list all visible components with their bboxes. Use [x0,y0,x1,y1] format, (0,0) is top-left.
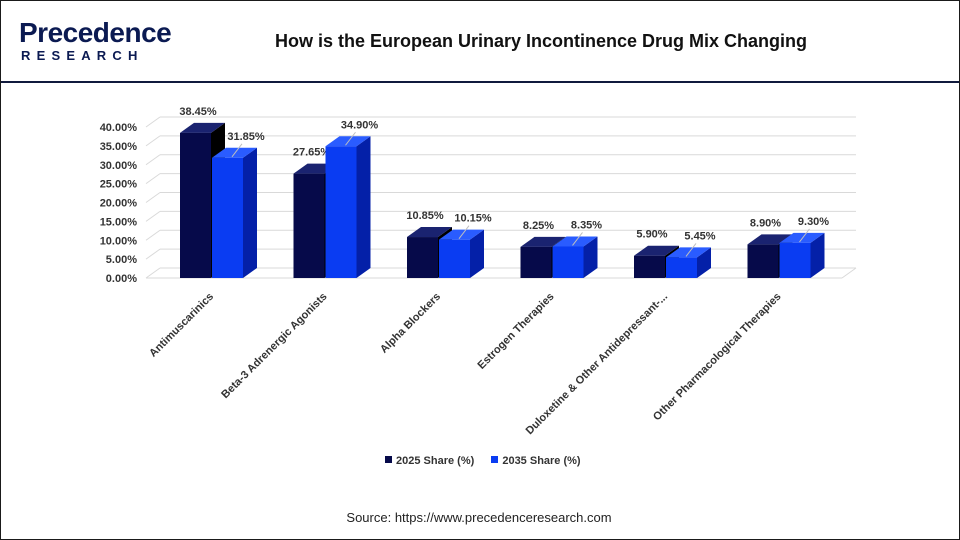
y-tick-label: 40.00% [100,122,138,134]
bar-top [180,122,225,133]
y-tick-label: 20.00% [100,198,138,210]
x-tick-label: Antimuscarinics [147,291,216,360]
bar [634,255,665,278]
data-label: 9.30% [798,216,829,228]
bar-side [697,247,711,278]
y-tick-label: 15.00% [100,216,138,228]
data-label: 8.90% [750,217,781,229]
x-tick-label: Duloxetine & Other Antidepressant-... [524,291,671,438]
gridline-depth [145,267,161,279]
data-label: 10.85% [406,210,444,222]
y-tick-label: 5.00% [106,254,137,266]
data-label-leader [345,131,356,146]
y-tick-label: 25.00% [100,179,138,191]
data-label: 5.45% [684,230,715,242]
y-tick-label: 30.00% [100,160,138,172]
data-label: 34.90% [341,119,379,131]
legend-item-2035: 2035 Share (%) [491,455,581,467]
bar-top [634,245,679,256]
gridline-depth [145,154,161,166]
y-tick-label: 10.00% [100,235,138,247]
chart-title: How is the European Urinary Incontinence… [274,31,808,51]
x-tick-label: Other Pharmacological Therapies [651,291,784,424]
data-label-leader [572,232,583,246]
source-note: Source: https://www.precedenceresearch.c… [346,510,612,525]
legend-label-2025: 2025 Share (%) [396,455,475,467]
bar [552,246,584,278]
data-label-leader [458,225,470,239]
precedence-research-logo: Precedence RESEARCH [19,17,172,64]
bar [779,242,811,278]
bar-side [243,147,257,278]
bar-top [407,227,452,238]
gridline-depth [145,192,161,203]
data-label-leader [685,243,697,257]
data-label: 8.35% [571,219,602,231]
bar [293,173,325,278]
x-tick-label: Beta-3 Adrenergic Agonists [219,291,329,401]
data-label-leader [231,143,243,158]
bar [325,146,357,278]
y-tick-label: 0.00% [106,273,137,285]
bar-side [356,136,371,278]
gridline-depth [145,116,161,128]
bar-side [470,229,484,278]
x-tick-label: Alpha Blockers [378,291,443,356]
bar-side [810,232,825,278]
bar [520,246,552,278]
logo-wordmark: Precedence [19,17,172,48]
legend-item-2025: 2025 Share (%) [385,455,474,467]
data-label: 10.15% [454,213,492,225]
y-tick-label: 35.00% [100,141,138,153]
header: Precedence RESEARCH How is the European … [1,1,959,83]
data-label-leader [799,228,810,243]
logo-subtitle: RESEARCH [21,48,144,63]
bar [666,257,697,278]
legend-label-2035: 2035 Share (%) [502,455,581,467]
bar [747,244,779,278]
bar [439,239,470,278]
data-label: 5.90% [636,229,667,241]
x-tick-label: Estrogen Therapies [476,291,557,372]
legend: 2025 Share (%) 2035 Share (%) [385,455,595,471]
bar [212,157,243,278]
gridline-depth [145,135,161,147]
data-label: 8.25% [523,220,554,232]
gridline-depth [145,248,161,260]
data-label: 31.85% [227,131,265,143]
data-label: 38.45% [179,106,217,118]
floor-edge-depth [841,267,857,279]
bar [407,237,438,278]
gridline-depth [145,229,161,241]
data-label: 27.65% [293,147,331,159]
gridline-depth [145,173,161,185]
gridline-depth [145,210,161,222]
bar-side [583,236,598,278]
bar-top [520,236,566,247]
bar [180,132,211,278]
legend-swatch-2025 [385,456,392,463]
legend-swatch-2035 [491,456,499,463]
